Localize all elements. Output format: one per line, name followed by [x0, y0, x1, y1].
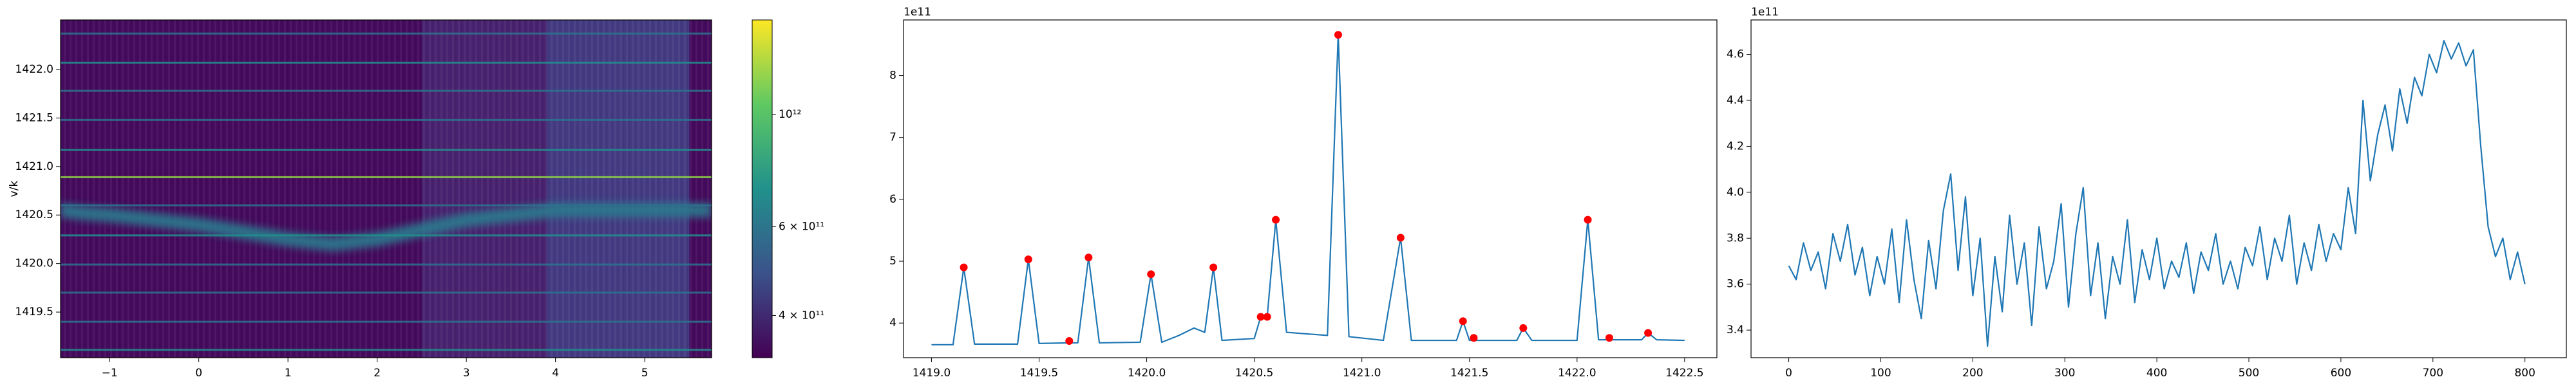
peak-marker [1084, 253, 1093, 262]
x-tick-label: 1421.0 [1343, 367, 1381, 380]
peak-marker [1209, 263, 1218, 271]
y-tick-label: 1420.0 [15, 257, 53, 270]
x-tick-label: 1420.5 [1235, 367, 1273, 380]
peak-marker [1147, 270, 1155, 279]
offset-text: 1e11 [1751, 6, 1779, 19]
y-tick-label: 4.4 [1727, 94, 1744, 107]
line [931, 33, 1685, 345]
peak-marker [1263, 313, 1271, 321]
peak-marker [1459, 317, 1467, 326]
peak-marker [1272, 216, 1280, 224]
y-tick-label: 3.6 [1727, 278, 1744, 291]
offset-text: 1e11 [904, 6, 931, 19]
colorbar [752, 19, 773, 358]
y-tick-label: 8 [889, 69, 896, 82]
y-tick-label: 1420.5 [15, 208, 53, 221]
y-tick-label: 4.2 [1727, 140, 1744, 152]
x-tick-label: −1 [102, 367, 118, 380]
x-tick-label: 1422.0 [1558, 367, 1596, 380]
x-tick-label: 0 [1785, 367, 1792, 380]
peak-marker [960, 263, 968, 271]
peak-marker [1396, 234, 1405, 242]
x-tick-label: 600 [2331, 367, 2351, 380]
y-tick-label: 1421.0 [15, 160, 53, 173]
x-tick-label: 100 [1870, 367, 1891, 380]
peak-marker [1584, 216, 1592, 224]
y-tick-label: 3.8 [1727, 232, 1744, 244]
y-tick-label: 1419.5 [15, 306, 53, 318]
x-tick-label: 1422.5 [1665, 367, 1703, 380]
peak-marker [1065, 337, 1074, 345]
x-tick-label: 0 [195, 367, 202, 380]
axes-frame [1750, 19, 2567, 358]
x-tick-label: 1420.0 [1128, 367, 1166, 380]
heatmap-texture [61, 20, 712, 358]
line [1788, 40, 2526, 347]
heatmap-band [61, 203, 712, 252]
colorbar-tick-label: 6 × 10¹¹ [779, 220, 824, 233]
x-tick-label: 1419.0 [913, 367, 951, 380]
x-tick-label: 4 [552, 367, 559, 380]
peak-marker [1605, 334, 1613, 342]
x-tick-label: 800 [2514, 367, 2535, 380]
y-tick-label: 4.6 [1727, 48, 1744, 61]
y-tick-label: 3.4 [1727, 324, 1744, 336]
y-tick-label: 1421.5 [15, 111, 53, 124]
plot-area [61, 20, 712, 358]
x-tick-label: 2 [374, 367, 381, 380]
plot-area [1788, 40, 2526, 347]
y-tick-label: 4.0 [1727, 186, 1744, 199]
x-tick-label: 5 [641, 367, 649, 380]
x-tick-label: 200 [1962, 367, 1983, 380]
peak-marker [1024, 255, 1032, 264]
y-tick-label: 6 [889, 193, 896, 206]
y-tick-label: 4 [889, 317, 896, 329]
axes-frame [60, 19, 712, 358]
peak-marker [1644, 329, 1653, 337]
x-tick-label: 1421.5 [1450, 367, 1488, 380]
colorbar-tick-label: 4 × 10¹¹ [779, 309, 824, 322]
x-tick-label: 400 [2146, 367, 2167, 380]
x-tick-label: 300 [2054, 367, 2075, 380]
x-tick-label: 500 [2239, 367, 2259, 380]
x-tick-label: 1419.5 [1020, 367, 1058, 380]
x-tick-label: 3 [463, 367, 470, 380]
peak-marker [1470, 334, 1478, 342]
y-tick-label: 5 [889, 255, 896, 268]
peak-marker [1519, 324, 1528, 332]
peak-marker [1334, 31, 1342, 39]
axes-frame [903, 19, 1718, 358]
x-tick-label: 700 [2423, 367, 2443, 380]
plot-area [931, 31, 1685, 345]
x-tick-label: 1 [285, 367, 292, 380]
colorbar-tick-label: 10¹² [779, 108, 801, 121]
y-tick-label: 1422.0 [15, 63, 53, 76]
peak-marker [1256, 313, 1265, 321]
y-axis-label: v/k [8, 181, 21, 198]
y-tick-label: 7 [889, 131, 896, 144]
